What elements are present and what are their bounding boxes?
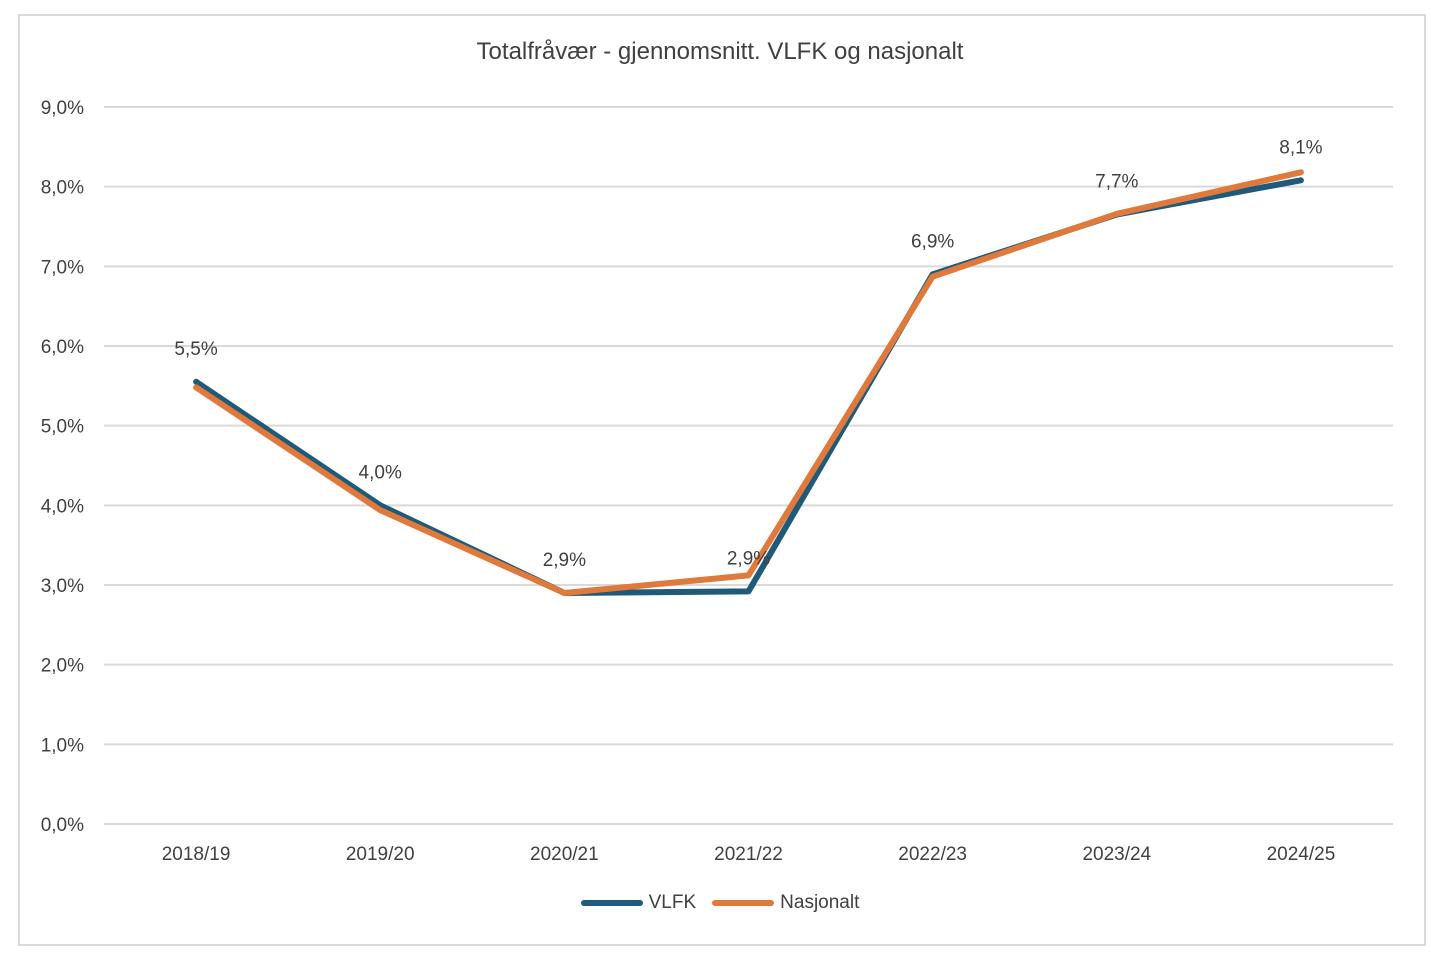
- y-tick-label: 8,0%: [41, 178, 84, 199]
- data-label: 7,7%: [1095, 172, 1138, 193]
- y-tick-label: 6,0%: [41, 337, 84, 358]
- x-tick-label: 2020/21: [530, 844, 599, 865]
- y-tick-label: 3,0%: [41, 576, 84, 597]
- legend-swatch-nasjonalt: [712, 900, 775, 906]
- x-tick-label: 2024/25: [1267, 844, 1336, 865]
- y-tick-label: 1,0%: [41, 735, 84, 756]
- legend-item-vlfk[interactable]: VLFK: [580, 892, 697, 914]
- y-tick-label: 4,0%: [41, 496, 84, 517]
- legend-item-nasjonalt[interactable]: Nasjonalt: [712, 892, 859, 914]
- chart-legend: VLFK Nasjonalt: [0, 892, 1440, 914]
- chart-title: Totalfråvær - gjennomsnitt. VLFK og nasj…: [476, 38, 964, 65]
- data-label: 5,5%: [174, 339, 217, 360]
- x-tick-label: 2021/22: [714, 844, 783, 865]
- legend-swatch-vlfk: [580, 900, 643, 906]
- y-tick-label: 5,0%: [41, 417, 84, 438]
- y-tick-label: 9,0%: [41, 98, 84, 119]
- data-label: 8,1%: [1279, 137, 1322, 158]
- x-tick-label: 2019/20: [346, 844, 415, 865]
- y-tick-label: 7,0%: [41, 257, 84, 278]
- series-line-vlfk: [193, 177, 1304, 596]
- chart-frame: [18, 14, 1426, 946]
- data-label: 2,9%: [727, 548, 770, 569]
- data-label: 6,9%: [911, 231, 954, 252]
- series-line-nasjonalt: [193, 169, 1304, 596]
- x-tick-label: 2022/23: [898, 844, 967, 865]
- data-label: 2,9%: [543, 550, 586, 571]
- data-label: 4,0%: [359, 462, 402, 483]
- x-tick-label: 2018/19: [162, 844, 231, 865]
- y-tick-label: 2,0%: [41, 656, 84, 677]
- legend-label-vlfk: VLFK: [648, 892, 697, 913]
- x-tick-label: 2023/24: [1082, 844, 1151, 865]
- y-tick-label: 0,0%: [41, 815, 84, 836]
- legend-label-nasjonalt: Nasjonalt: [780, 892, 860, 913]
